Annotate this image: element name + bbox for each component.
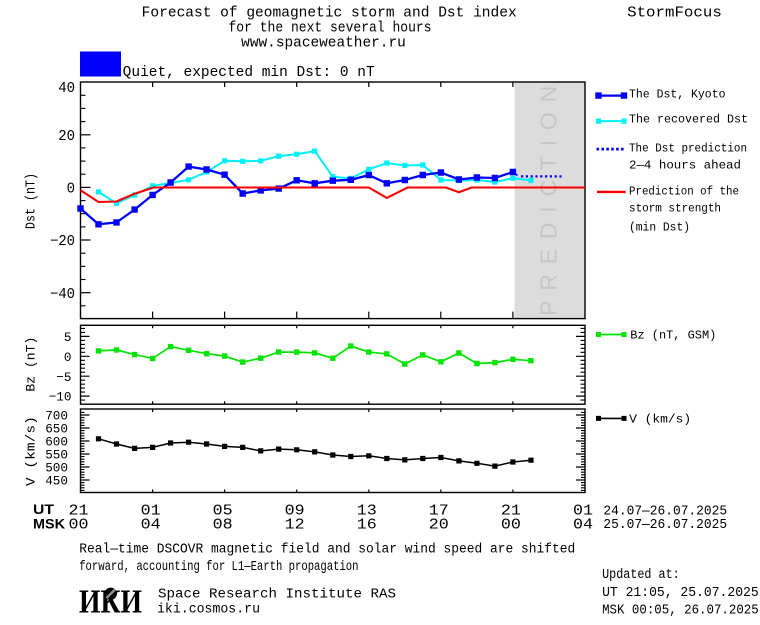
svg-text:500: 500 [45, 461, 68, 476]
svg-text:08: 08 [213, 517, 233, 533]
svg-text:Forecast of geomagnetic storm: Forecast of geomagnetic storm and Dst in… [142, 6, 517, 22]
svg-text:−40: −40 [50, 287, 75, 303]
svg-text:01: 01 [141, 504, 161, 520]
svg-text:700: 700 [45, 409, 68, 424]
svg-text:V (km/s): V (km/s) [24, 416, 39, 486]
svg-text:Bz (nT, GSM): Bz (nT, GSM) [630, 329, 716, 343]
svg-text:0: 0 [64, 350, 72, 365]
svg-text:UT: UT [33, 501, 54, 517]
svg-text:Dst (nT): Dst (nT) [24, 173, 40, 229]
svg-text:17: 17 [429, 504, 449, 520]
svg-text:450: 450 [45, 474, 68, 489]
svg-text:Space Research Institute RAS: Space Research Institute RAS [158, 587, 396, 602]
svg-text:UT 21:05, 25.07.2025: UT 21:05, 25.07.2025 [602, 586, 759, 601]
svg-text:5: 5 [64, 330, 72, 345]
svg-text:04: 04 [141, 517, 161, 533]
svg-text:www.spaceweather.ru: www.spaceweather.ru [241, 36, 406, 52]
svg-text:00: 00 [501, 517, 521, 533]
svg-text:V (km/s): V (km/s) [629, 413, 691, 427]
svg-text:24.07—26.07.2025: 24.07—26.07.2025 [603, 505, 727, 520]
svg-text:Bz (nT): Bz (nT) [24, 337, 39, 392]
svg-text:650: 650 [45, 422, 68, 437]
svg-text:16: 16 [357, 517, 377, 533]
svg-text:Real—time DSCOVR magnetic fiel: Real—time DSCOVR magnetic field and sola… [79, 542, 575, 557]
svg-text:The Dst prediction: The Dst prediction [629, 142, 747, 156]
svg-text:40: 40 [58, 81, 75, 97]
svg-text:Prediction of the: Prediction of the [629, 184, 739, 198]
svg-text:−10: −10 [49, 390, 72, 405]
svg-text:21: 21 [69, 504, 89, 520]
svg-text:StormFocus: StormFocus [627, 6, 722, 22]
svg-text:2—4 hours ahead: 2—4 hours ahead [629, 159, 741, 173]
svg-text:04: 04 [573, 517, 593, 533]
svg-text:00: 00 [69, 517, 89, 533]
svg-text:01: 01 [573, 504, 593, 520]
svg-text:iki.cosmos.ru: iki.cosmos.ru [157, 603, 260, 618]
svg-text:20: 20 [58, 129, 75, 145]
svg-text:21: 21 [501, 504, 521, 520]
svg-text:The recovered Dst: The recovered Dst [629, 113, 748, 127]
svg-text:0: 0 [67, 182, 75, 198]
svg-text:05: 05 [213, 504, 233, 520]
svg-text:Quiet, expected min Dst: 0 nT: Quiet, expected min Dst: 0 nT [123, 65, 375, 81]
svg-text:The Dst, Kyoto: The Dst, Kyoto [629, 87, 726, 101]
svg-text:12: 12 [285, 517, 305, 533]
svg-text:−5: −5 [56, 370, 71, 385]
svg-text:Updated at:: Updated at: [602, 568, 680, 583]
svg-text:storm strength: storm strength [629, 202, 721, 216]
svg-text:09: 09 [285, 504, 305, 520]
svg-text:MSK: MSK [33, 515, 65, 531]
svg-text:25.07—26.07.2025: 25.07—26.07.2025 [603, 518, 727, 533]
svg-text:20: 20 [429, 517, 449, 533]
svg-text:13: 13 [357, 504, 377, 520]
svg-text:(min Dst): (min Dst) [629, 220, 690, 234]
svg-text:550: 550 [45, 448, 68, 463]
svg-text:600: 600 [45, 435, 68, 450]
svg-text:for the next several hours: for the next several hours [229, 21, 432, 37]
svg-text:MSK 00:05, 26.07.2025: MSK 00:05, 26.07.2025 [602, 604, 759, 619]
svg-text:forward, accounting for L1—Ear: forward, accounting for L1—Earth propaga… [79, 560, 358, 575]
svg-text:−20: −20 [50, 234, 75, 250]
